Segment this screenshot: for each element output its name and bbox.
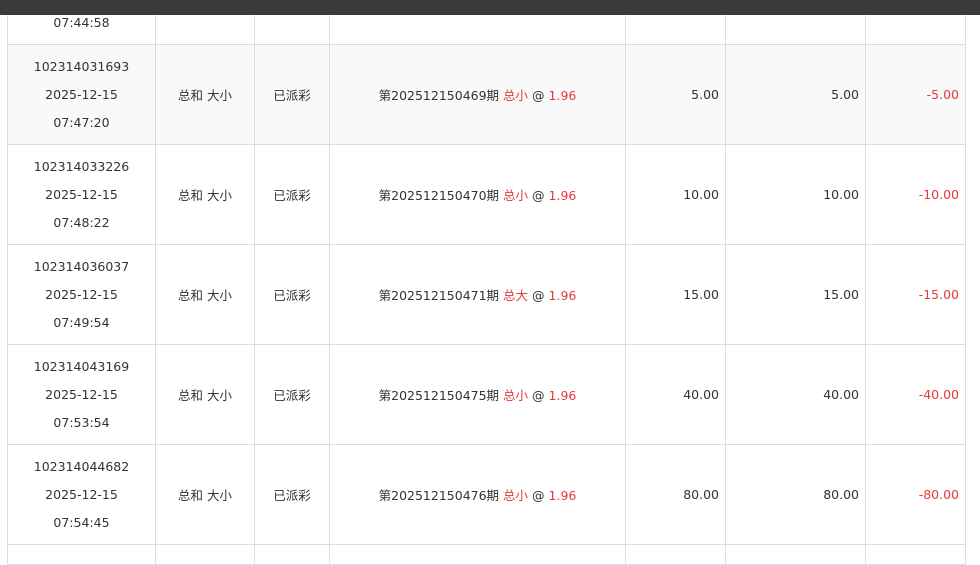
bet-amount: 80.00 [625, 444, 726, 545]
order-id: 102314031693 [33, 58, 130, 74]
pick: 总小 [503, 388, 529, 403]
table-row[interactable]: 102314044682 2025-12-15 07:54:45 总和 大小 已… [7, 444, 966, 545]
status: 已派彩 [254, 444, 330, 545]
at-sign: @ [532, 388, 545, 403]
order-date: 2025-12-15 [45, 186, 118, 202]
order-cell: 102314031693 2025-12-15 07:47:20 [7, 44, 156, 145]
pick: 总大 [503, 288, 529, 303]
issue: 第202512150476期 [378, 488, 500, 503]
order-cell: 102314043169 2025-12-15 07:53:54 [7, 344, 156, 445]
order-cell: 102314033226 2025-12-15 07:48:22 [7, 144, 156, 245]
odds: 1.96 [548, 488, 577, 503]
issue: 第202512150470期 [378, 188, 500, 203]
order-date: 2025-12-15 [45, 486, 118, 502]
odds: 1.96 [548, 288, 577, 303]
table-row[interactable]: 102314033226 2025-12-15 07:48:22 总和 大小 已… [7, 144, 966, 245]
order-id: 102314043169 [33, 358, 130, 374]
order-date: 2025-12-15 [45, 286, 118, 302]
order-cell: 102314044682 2025-12-15 07:54:45 [7, 444, 156, 545]
status: 已派彩 [254, 344, 330, 445]
order-time: 07:47:20 [53, 114, 110, 130]
order-time: 07:53:54 [53, 414, 110, 430]
valid-amount: 40.00 [725, 344, 866, 445]
issue: 第202512150475期 [378, 388, 500, 403]
order-time: 07:48:22 [53, 214, 110, 230]
win-loss: -15.00 [865, 244, 966, 345]
pick: 总小 [503, 188, 529, 203]
play-type: 总和 大小 [155, 244, 255, 345]
order-time: 07:44:58 [53, 14, 110, 30]
odds: 1.96 [548, 188, 577, 203]
table-row-partial [7, 544, 966, 565]
win-loss: -80.00 [865, 444, 966, 545]
order-date: 2025-12-15 [45, 86, 118, 102]
order-id: 102314036037 [33, 258, 130, 274]
order-id: 102314033226 [33, 158, 130, 174]
valid-amount: 15.00 [725, 244, 866, 345]
bet-content: 第202512150469期 总小 @ 1.96 [329, 44, 626, 145]
valid-amount: 10.00 [725, 144, 866, 245]
order-time: 07:49:54 [53, 314, 110, 330]
order-cell: 102314036037 2025-12-15 07:49:54 [7, 244, 156, 345]
bet-amount: 15.00 [625, 244, 726, 345]
valid-amount: 5.00 [725, 44, 866, 145]
odds: 1.96 [548, 88, 577, 103]
pick: 总小 [503, 88, 529, 103]
table-row[interactable]: 102314036037 2025-12-15 07:49:54 总和 大小 已… [7, 244, 966, 345]
bet-content: 第202512150476期 总小 @ 1.96 [329, 444, 626, 545]
bet-amount: 5.00 [625, 44, 726, 145]
bet-amount: 40.00 [625, 344, 726, 445]
odds: 1.96 [548, 388, 577, 403]
issue: 第202512150469期 [378, 88, 500, 103]
bet-content: 第202512150475期 总小 @ 1.96 [329, 344, 626, 445]
top-bar [0, 0, 980, 15]
order-date: 2025-12-15 [45, 386, 118, 402]
at-sign: @ [532, 288, 545, 303]
bet-amount: 10.00 [625, 144, 726, 245]
bet-content: 第202512150470期 总小 @ 1.96 [329, 144, 626, 245]
play-type: 总和 大小 [155, 444, 255, 545]
status: 已派彩 [254, 244, 330, 345]
pick: 总小 [503, 488, 529, 503]
play-type: 总和 大小 [155, 144, 255, 245]
table-row[interactable]: 102314031693 2025-12-15 07:47:20 总和 大小 已… [7, 44, 966, 145]
status: 已派彩 [254, 144, 330, 245]
order-id: 102314044682 [33, 458, 130, 474]
bet-content: 第202512150471期 总大 @ 1.96 [329, 244, 626, 345]
play-type: 总和 大小 [155, 44, 255, 145]
win-loss: -5.00 [865, 44, 966, 145]
order-time: 07:54:45 [53, 514, 110, 530]
at-sign: @ [532, 188, 545, 203]
at-sign: @ [532, 488, 545, 503]
issue: 第202512150471期 [378, 288, 500, 303]
win-loss: -40.00 [865, 344, 966, 445]
valid-amount: 80.00 [725, 444, 866, 545]
table-row[interactable]: 102314043169 2025-12-15 07:53:54 总和 大小 已… [7, 344, 966, 445]
win-loss: -10.00 [865, 144, 966, 245]
bet-records-table: 07:44:58 102314031693 2025-12-15 07:47:2… [7, 0, 966, 565]
play-type: 总和 大小 [155, 344, 255, 445]
status: 已派彩 [254, 44, 330, 145]
at-sign: @ [532, 88, 545, 103]
